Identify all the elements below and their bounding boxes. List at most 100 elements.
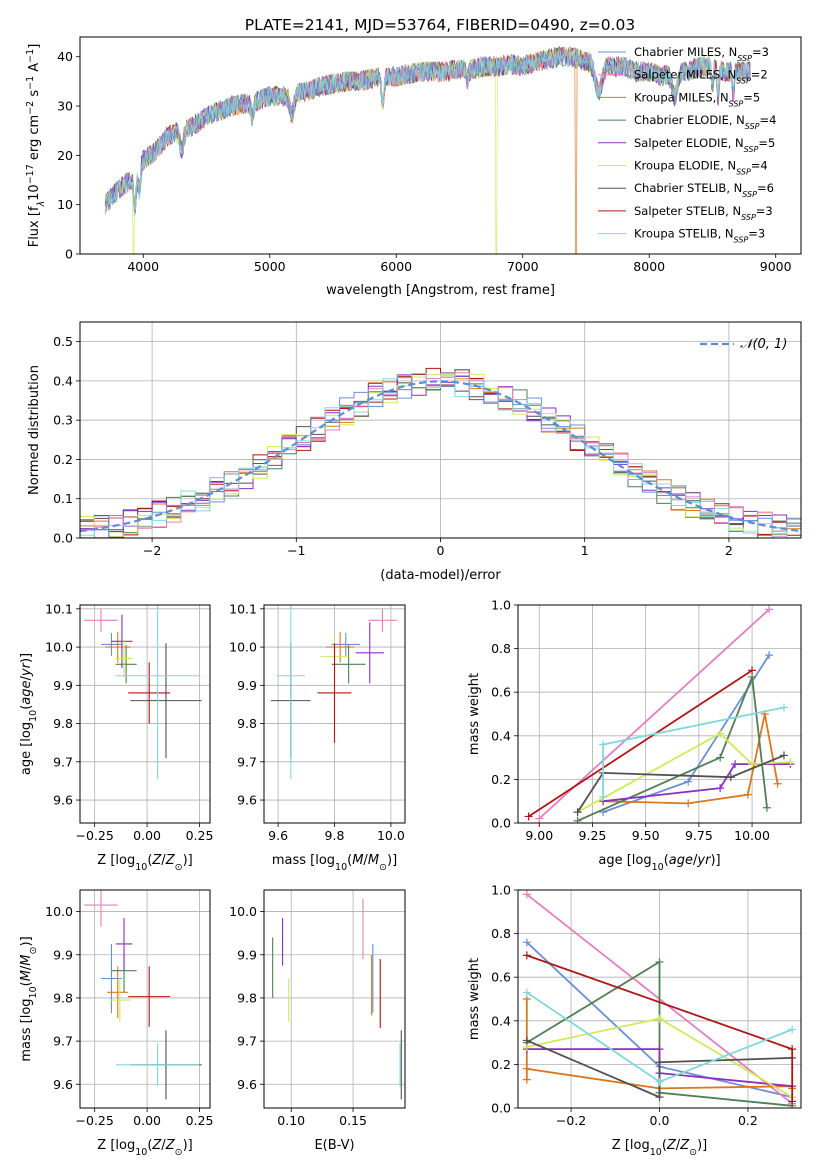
y-tick-label: 9.8	[53, 716, 73, 731]
label-part: 10	[335, 862, 347, 873]
label-part: mass [log	[19, 998, 34, 1061]
plot-area-mass_vs_Z	[84, 890, 202, 1100]
y-tick-label: 0.0	[53, 531, 73, 546]
errorbar-point-salpeter_stelib	[317, 643, 352, 743]
errorbar-point-chabrier_elodie	[331, 645, 366, 684]
legend-text: Salpeter MILES, N	[634, 68, 736, 82]
errorbar-point-salpeter_elodie	[115, 918, 133, 970]
label-part: Z	[165, 1138, 176, 1153]
axes-frame	[263, 889, 406, 1109]
label-part: yr	[696, 853, 712, 868]
legend-n: =5	[743, 90, 760, 104]
y-tick-label: 9.9	[53, 678, 73, 693]
axes-weight_vs_age: 9.00 9.25 9.50 9.75 10.00 0.0 0.2 0.4 0.6 0.8 1.0 a…	[467, 598, 802, 873]
x-tick-label: 4000	[127, 259, 159, 274]
legend-sub: SSP	[736, 167, 751, 176]
label-part: −1	[25, 49, 36, 63]
legend-entry: Salpeter STELIB, NSSP=3	[634, 204, 773, 222]
y-tick-label: 10.0	[45, 640, 73, 655]
plot-area-mass_vs_ebv	[272, 898, 402, 1100]
label-part: (	[19, 705, 34, 710]
label-part: ⊙	[379, 862, 387, 873]
plot-area-spectrum	[104, 45, 751, 254]
label-part: ⊙	[175, 862, 183, 873]
legend-sub: SSP	[737, 54, 752, 63]
label-part: Z	[151, 853, 162, 868]
y-tick-label: 10.0	[45, 904, 73, 919]
y-tick-label: 0.2	[491, 772, 511, 787]
legend-entry: Kroupa STELIB, NSSP=3	[634, 227, 765, 245]
label-part: age	[19, 680, 34, 704]
x-tick-label: 0.00	[133, 1113, 161, 1128]
label-part: mass [log	[272, 853, 335, 868]
label-part: 10	[135, 862, 147, 873]
label-part: )]	[710, 853, 720, 868]
spectrum-line-kroupa_stelib	[106, 47, 751, 217]
legend-text: Kroupa MILES, N	[634, 90, 729, 104]
legend-entry: Salpeter MILES, NSSP=2	[634, 68, 768, 86]
y-tick-label: 0.2	[53, 452, 73, 467]
y-tick-label: 10.0	[229, 640, 257, 655]
errorbar-point-chabrier_elodie	[115, 645, 137, 684]
label-part: erg cm	[27, 115, 42, 164]
weight-marker	[716, 784, 725, 793]
x-axis-label: Z [log10(Z/Z⊙)]	[612, 1138, 707, 1158]
legend-entry: Chabrier STELIB, NSSP=6	[634, 181, 774, 199]
weight-marker	[716, 729, 725, 738]
errorbar-point-chabrier_miles	[100, 632, 122, 656]
plot-area-age_vs_mass	[271, 605, 397, 780]
label-part: /	[676, 1138, 681, 1153]
weight-marker	[762, 803, 771, 812]
axes-frame	[517, 889, 802, 1109]
errorbar-point-kroupa_stelib	[276, 605, 305, 780]
legend-entry: Chabrier MILES, NSSP=3	[634, 45, 769, 63]
legend-sub: SSP	[742, 190, 757, 199]
errorbar-point-kroupa_miles	[107, 966, 129, 1019]
weight-marker	[655, 1077, 664, 1086]
legend-entry: 𝒩(0, 1)	[740, 337, 787, 352]
x-tick-label: 5000	[254, 259, 286, 274]
x-tick-label: −0.25	[76, 1113, 114, 1128]
weight-marker	[655, 1058, 664, 1067]
axes-mass_vs_Z: −0.25 0.00 0.259.69.79.89.910.0Z [log10(Z/…	[19, 889, 214, 1158]
y-tick-label: 20	[57, 148, 73, 163]
legend-sub: SSP	[736, 76, 751, 85]
axes-frame	[79, 36, 802, 255]
label-part: Z	[151, 1138, 162, 1153]
label-part: 10	[28, 710, 39, 722]
y-tick-label: 9.9	[53, 947, 73, 962]
errorbar-point-chabrier_miles	[331, 632, 360, 656]
weight-marker	[748, 760, 757, 769]
weight-marker	[655, 1093, 664, 1102]
weight-marker	[573, 808, 582, 817]
x-tick-label: 9000	[760, 259, 792, 274]
label-part: /	[19, 965, 34, 970]
x-tick-label: 0.10	[277, 1113, 305, 1128]
y-tick-label: 9.9	[237, 947, 257, 962]
legend-entry: Kroupa MILES, NSSP=5	[634, 90, 760, 108]
x-tick-label: 9.8	[325, 828, 345, 843]
label-part: age [log	[19, 722, 34, 775]
axes-frame	[517, 604, 802, 824]
legend-n: =3	[756, 204, 773, 218]
y-tick-label: 1.0	[491, 598, 511, 613]
x-tick-label: 9.6	[268, 828, 288, 843]
label-part: 10	[27, 184, 42, 201]
label-part: (	[19, 981, 34, 986]
legend-sub: SSP	[741, 212, 756, 221]
x-axis-label: age [log10(age/yr)]	[598, 853, 720, 873]
x-tick-label: 0.25	[186, 1113, 214, 1128]
y-tick-label: 9.7	[237, 1034, 257, 1049]
legend-n: =6	[757, 181, 774, 195]
label-part: Z	[679, 1138, 690, 1153]
weight-marker	[535, 814, 544, 823]
errorbar-point-salpeter_miles	[84, 608, 118, 632]
weight-marker	[684, 799, 693, 808]
y-tick-label: 10	[57, 197, 73, 212]
label-part: )]	[183, 853, 193, 868]
weight-marker	[522, 1064, 531, 1073]
label-part: −1	[25, 76, 36, 90]
legend-n: =4	[751, 159, 768, 173]
